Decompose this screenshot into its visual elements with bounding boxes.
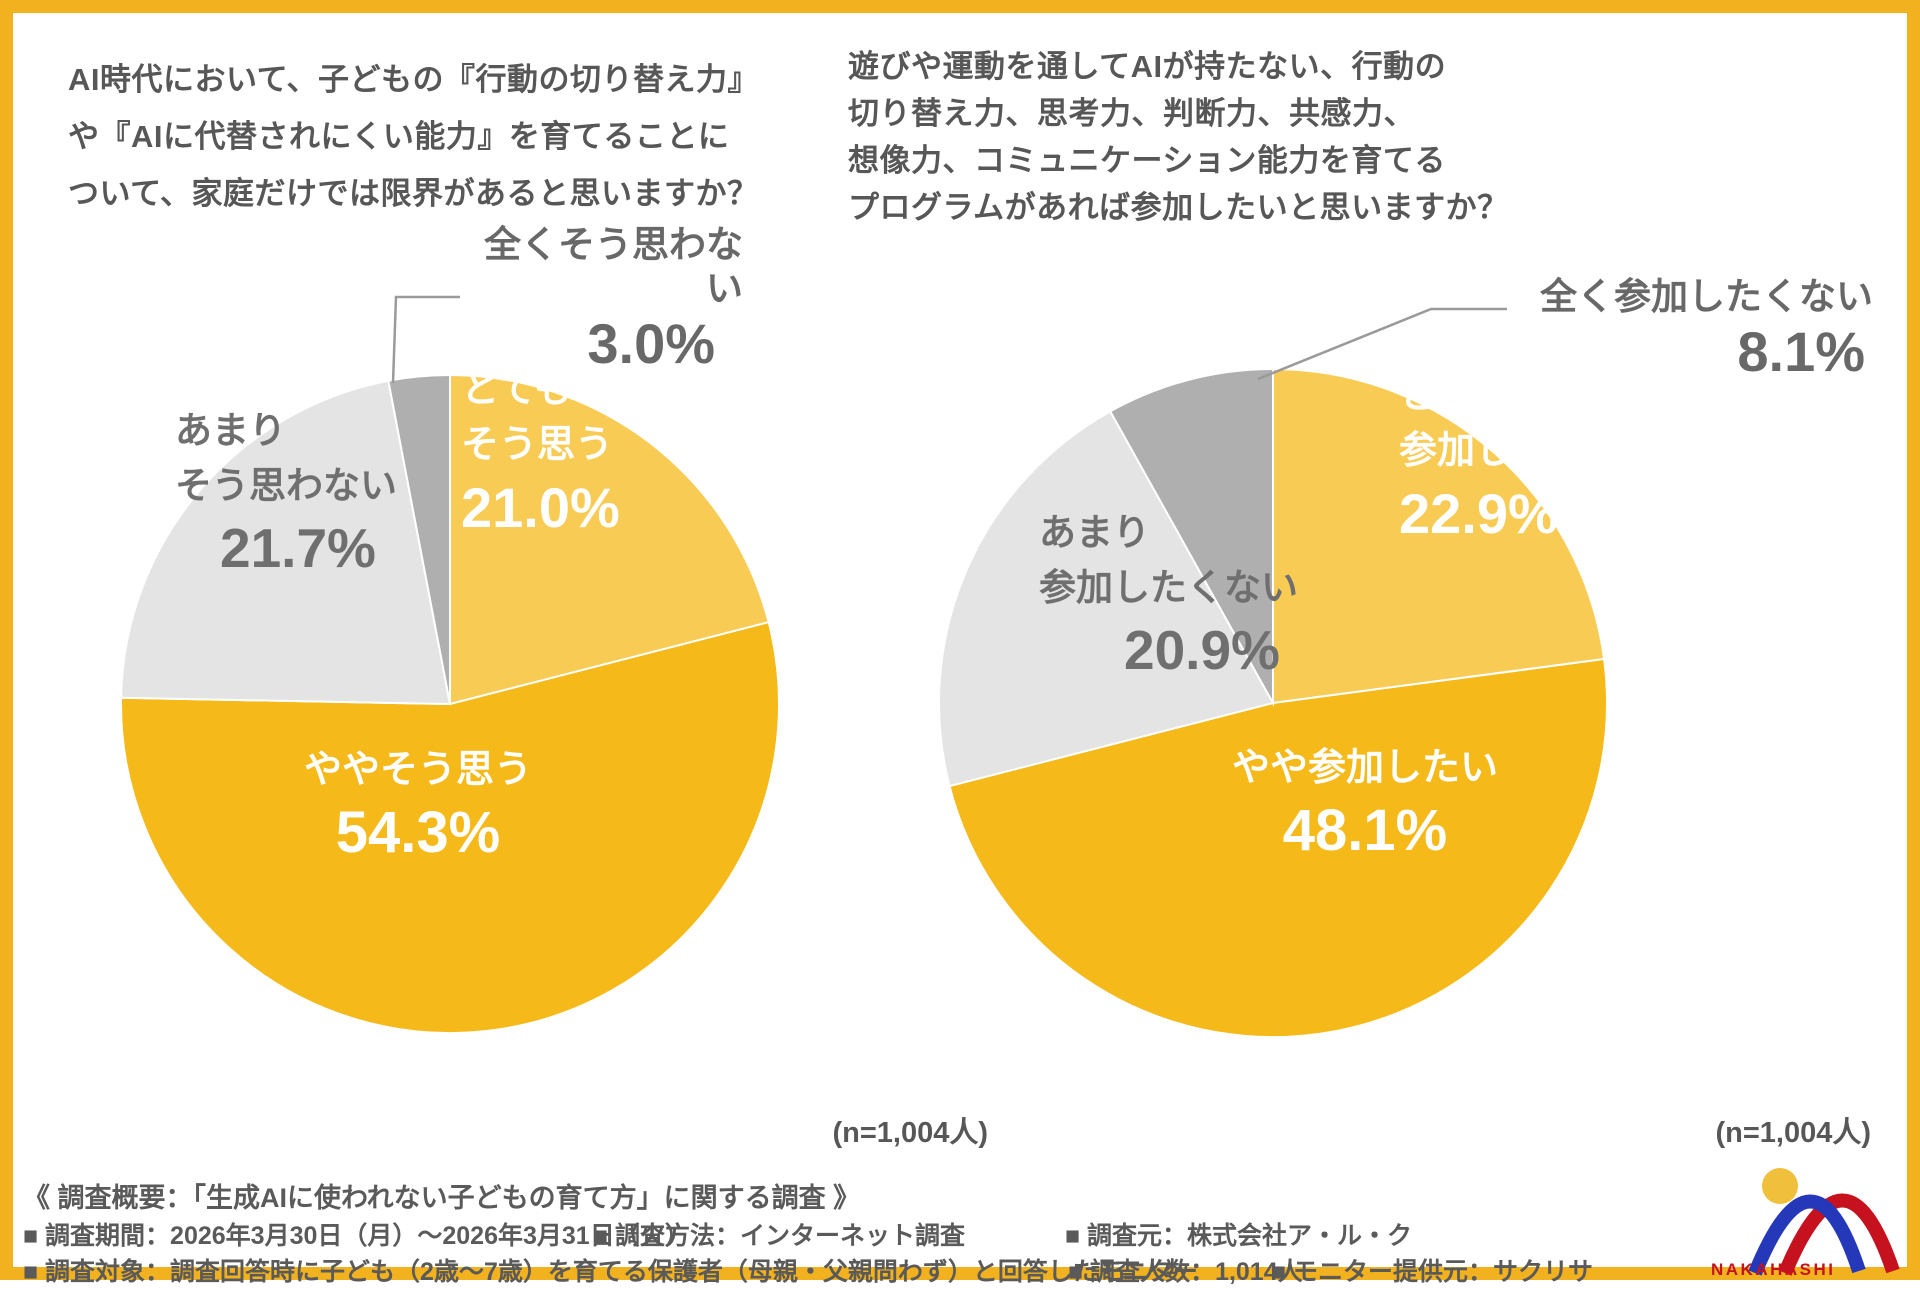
left-sample-size: (n=1,004人) bbox=[832, 1117, 988, 1149]
logo-red-arc bbox=[1778, 1193, 1900, 1276]
segment-label-text: そう思わない bbox=[175, 465, 397, 506]
right-segment-label-amari: あまり 参加したくない 20.9% bbox=[1039, 505, 1298, 681]
survey-method: ■ 調査方法：インターネット調査 bbox=[593, 1222, 966, 1250]
left-title-line: ついて、家庭だけでは限界があると思いますか？ bbox=[68, 176, 759, 211]
segment-label-text: あまり bbox=[1039, 512, 1150, 553]
pie-segment-あまり参加したくない bbox=[938, 409, 1275, 788]
left-title-line: AI時代において、子どもの『行動の切り替え力』 bbox=[68, 62, 760, 97]
left-chart-title: AI時代において、子どもの『行動の切り替え力』 や『AIに代替されにくい能力』を… bbox=[68, 51, 759, 222]
right-title-line: プログラムがあれば参加したいと思いますか？ bbox=[848, 190, 1509, 225]
left-segment-label-mattaku: 全くそう思わない 3.0% bbox=[461, 223, 743, 375]
right-segment-label-totemo: とても 参加したい 22.9% bbox=[1399, 369, 1589, 545]
right-sample-size: (n=1,004人) bbox=[1715, 1117, 1871, 1149]
right-title-line: 遊びや運動を通してAIが持たない、行動の bbox=[848, 49, 1447, 84]
pie-segment-とてもそう思う bbox=[449, 373, 770, 706]
segment-label-text: とても bbox=[1399, 375, 1510, 417]
segment-label-text: そう思う bbox=[461, 424, 614, 466]
survey-target: ■ 調査対象：調査回答時に子ども（2歳～7歳）を育てる保護者（母親・父親問わず）… bbox=[23, 1258, 1198, 1286]
segment-label-text: 全く参加したくない bbox=[1540, 276, 1873, 317]
left-segment-label-yaya: ややそう思う 54.3% bbox=[251, 743, 585, 864]
survey-source: ■ 調査元：株式会社ア・ル・ク bbox=[1065, 1222, 1413, 1250]
survey-period: ■ 調査期間：2026年3月30日（月）～2026年3月31日（火） bbox=[23, 1222, 690, 1250]
segment-percent: 21.0% bbox=[461, 476, 620, 539]
pie-segment-あまりそう思わない bbox=[120, 379, 452, 706]
monitor-provider: ■ モニター提供元：サクリサ bbox=[1271, 1258, 1594, 1286]
nakahashi-logo: NAKAHASHI bbox=[1711, 1168, 1900, 1279]
segment-percent: 20.9% bbox=[1124, 619, 1280, 681]
segment-percent: 22.9% bbox=[1399, 482, 1558, 545]
survey-count: ■ 調査人数：1,014人 bbox=[1068, 1258, 1303, 1286]
left-callout-line bbox=[391, 295, 460, 384]
left-title-line: や『AIに代替されにくい能力』を育てることに bbox=[68, 119, 730, 154]
left-segment-label-totemo: とても そう思う 21.0% bbox=[461, 363, 620, 539]
segment-label-text: とても bbox=[461, 369, 572, 411]
right-title-line: 切り替え力、思考力、判断力、共感力、 bbox=[848, 96, 1415, 131]
pie-segment-やや参加したい bbox=[948, 657, 1609, 1039]
segment-percent: 3.0% bbox=[587, 312, 715, 375]
logo-wordmark: NAKAHASHI bbox=[1711, 1260, 1836, 1279]
segment-label-text: 参加したい bbox=[1399, 430, 1590, 472]
segment-label-text: 全くそう思わない bbox=[484, 224, 743, 309]
segment-percent: 21.7% bbox=[220, 517, 376, 579]
logo-blue-arc bbox=[1748, 1194, 1866, 1276]
left-pie-chart bbox=[120, 373, 780, 1035]
left-segment-label-amari: あまり そう思わない 21.7% bbox=[175, 403, 397, 579]
pie-segment-ややそう思う bbox=[120, 620, 780, 1035]
segment-percent: 54.3% bbox=[335, 800, 501, 865]
segment-percent: 48.1% bbox=[1282, 798, 1448, 863]
right-title-line: 想像力、コミュニケーション能力を育てる bbox=[848, 143, 1446, 178]
segment-label-text: あまり bbox=[175, 410, 286, 451]
segment-label-text: やや参加したい bbox=[1231, 747, 1498, 789]
right-segment-label-yaya: やや参加したい 48.1% bbox=[1193, 741, 1537, 862]
survey-summary: 《 調査概要：「生成AIに使われない子どもの育て方」に関する調査 》 bbox=[23, 1183, 861, 1213]
segment-percent: 8.1% bbox=[1737, 320, 1865, 383]
right-chart-title: 遊びや運動を通してAIが持たない、行動の 切り替え力、思考力、判断力、共感力、 … bbox=[848, 43, 1509, 231]
logo-sun-icon bbox=[1762, 1168, 1798, 1204]
segment-label-text: ややそう思う bbox=[303, 749, 532, 791]
segment-label-text: 参加したくない bbox=[1039, 567, 1298, 608]
right-segment-label-mattaku: 全く参加したくない 8.1% bbox=[1511, 275, 1873, 383]
right-pie-chart bbox=[938, 367, 1609, 1039]
